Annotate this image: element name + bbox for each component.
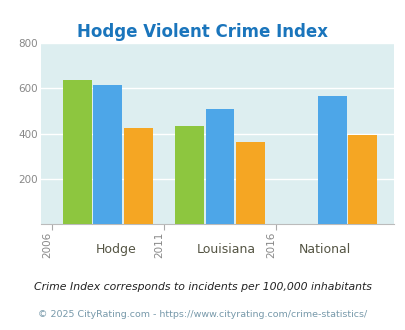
Text: National: National (298, 244, 350, 256)
Bar (93, 85, 122, 224)
Bar (205, 109, 234, 224)
Bar (347, 135, 376, 224)
Bar (317, 96, 346, 224)
Bar (63, 80, 92, 224)
Bar (235, 142, 264, 224)
Bar (175, 126, 204, 224)
Text: Hodge Violent Crime Index: Hodge Violent Crime Index (77, 23, 328, 41)
Bar (124, 128, 152, 224)
Text: © 2025 CityRating.com - https://www.cityrating.com/crime-statistics/: © 2025 CityRating.com - https://www.city… (38, 310, 367, 319)
Text: Louisiana: Louisiana (196, 244, 256, 256)
Text: Hodge: Hodge (95, 244, 136, 256)
Text: Crime Index corresponds to incidents per 100,000 inhabitants: Crime Index corresponds to incidents per… (34, 282, 371, 292)
